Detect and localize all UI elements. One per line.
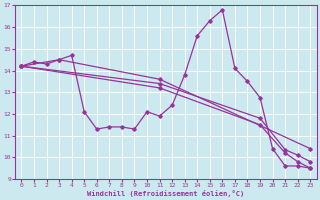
X-axis label: Windchill (Refroidissement éolien,°C): Windchill (Refroidissement éolien,°C): [87, 190, 244, 197]
